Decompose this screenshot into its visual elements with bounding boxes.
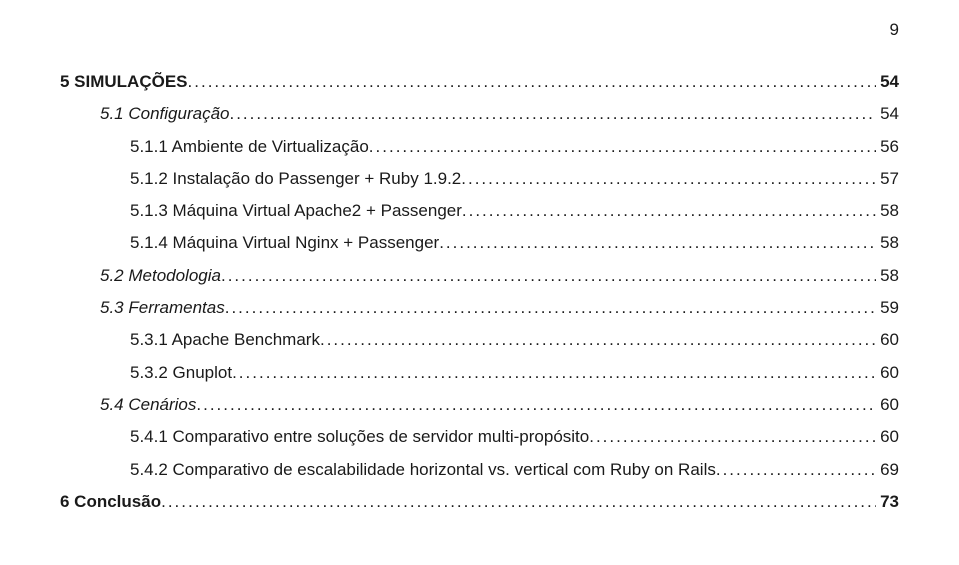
- toc-entry: 5.1 Configuração 54: [60, 98, 899, 130]
- toc-entry-title: 5.1.4 Máquina Virtual Nginx + Passenger: [60, 227, 439, 259]
- toc-entry-page: 56: [876, 131, 899, 163]
- toc-leader-dots: [369, 131, 876, 163]
- page-number: 9: [890, 20, 899, 40]
- toc-entry-title: 5.1.3 Máquina Virtual Apache2 + Passenge…: [60, 195, 462, 227]
- toc-entry-page: 54: [876, 66, 899, 98]
- toc-leader-dots: [320, 324, 876, 356]
- toc-leader-dots: [716, 454, 876, 486]
- toc-entry-page: 59: [876, 292, 899, 324]
- toc-entry-title: 6 Conclusão: [60, 486, 161, 518]
- toc-entry: 5.1.4 Máquina Virtual Nginx + Passenger 5…: [60, 227, 899, 259]
- toc-entry: 5.1.3 Máquina Virtual Apache2 + Passenge…: [60, 195, 899, 227]
- toc-leader-dots: [439, 227, 876, 259]
- toc-entry-title: 5.4.2 Comparativo de escalabilidade hori…: [60, 454, 716, 486]
- toc-entry-title: 5.4.1 Comparativo entre soluções de serv…: [60, 421, 589, 453]
- toc-entry: 5.1.2 Instalação do Passenger + Ruby 1.9…: [60, 163, 899, 195]
- toc-entry: 5.4.1 Comparativo entre soluções de serv…: [60, 421, 899, 453]
- toc-entry: 5.3.2 Gnuplot 60: [60, 357, 899, 389]
- toc-leader-dots: [225, 292, 876, 324]
- toc-entry-page: 54: [876, 98, 899, 130]
- toc-entry-page: 73: [876, 486, 899, 518]
- toc-entry-title: 5.3 Ferramentas: [60, 292, 225, 324]
- toc-entry: 5.2 Metodologia 58: [60, 260, 899, 292]
- toc-entry: 5.4 Cenários 60: [60, 389, 899, 421]
- toc-entry-title: 5.1 Configuração: [60, 98, 229, 130]
- toc-entry-title: 5.2 Metodologia: [60, 260, 221, 292]
- toc-entry-title: 5 SIMULAÇÕES: [60, 66, 188, 98]
- toc-entry: 5.3.1 Apache Benchmark 60: [60, 324, 899, 356]
- toc-entry-page: 60: [876, 389, 899, 421]
- toc-entry: 5.4.2 Comparativo de escalabilidade hori…: [60, 454, 899, 486]
- toc-entry-page: 58: [876, 195, 899, 227]
- toc-entry-page: 60: [876, 421, 899, 453]
- toc-entry: 5.1.1 Ambiente de Virtualização 56: [60, 131, 899, 163]
- table-of-contents: 5 SIMULAÇÕES545.1 Configuração545.1.1 Am…: [60, 66, 899, 518]
- toc-leader-dots: [161, 486, 876, 518]
- toc-entry-page: 60: [876, 357, 899, 389]
- toc-entry-page: 58: [876, 227, 899, 259]
- toc-entry-title: 5.3.2 Gnuplot: [60, 357, 232, 389]
- toc-entry-page: 60: [876, 324, 899, 356]
- document-page: 9 5 SIMULAÇÕES545.1 Configuração545.1.1 …: [0, 0, 959, 565]
- toc-entry-title: 5.4 Cenários: [60, 389, 196, 421]
- toc-leader-dots: [229, 98, 876, 130]
- toc-leader-dots: [461, 163, 876, 195]
- toc-entry-page: 57: [876, 163, 899, 195]
- toc-entry: 6 Conclusão 73: [60, 486, 899, 518]
- toc-entry-page: 58: [876, 260, 899, 292]
- toc-entry-title: 5.1.2 Instalação do Passenger + Ruby 1.9…: [60, 163, 461, 195]
- toc-leader-dots: [589, 421, 876, 453]
- toc-entry: 5.3 Ferramentas 59: [60, 292, 899, 324]
- toc-leader-dots: [221, 260, 876, 292]
- toc-leader-dots: [196, 389, 876, 421]
- toc-entry-title: 5.1.1 Ambiente de Virtualização: [60, 131, 369, 163]
- toc-entry-page: 69: [876, 454, 899, 486]
- toc-leader-dots: [462, 195, 876, 227]
- toc-leader-dots: [232, 357, 876, 389]
- toc-entry-title: 5.3.1 Apache Benchmark: [60, 324, 320, 356]
- toc-leader-dots: [188, 66, 877, 98]
- toc-entry: 5 SIMULAÇÕES 54: [60, 66, 899, 98]
